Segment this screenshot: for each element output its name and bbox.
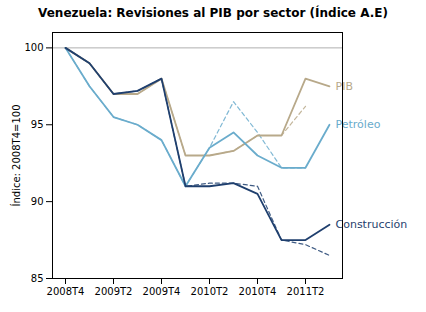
svg-text:Índice: 2008T4=100: Índice: 2008T4=100: [10, 105, 22, 207]
svg-text:Petróleo: Petróleo: [335, 118, 381, 132]
svg-text:2009T2: 2009T2: [95, 286, 133, 297]
html-text:Venezuela: Revisiones al PIB p: Venezuela: Revisiones al PIB por sector …: [38, 6, 388, 20]
svg-text:2011T2: 2011T2: [287, 286, 325, 297]
svg-text:90: 90: [31, 196, 44, 207]
svg-text:2010T2: 2010T2: [191, 286, 229, 297]
svg-text:PIB: PIB: [336, 80, 353, 93]
svg-text:100: 100: [24, 42, 43, 53]
svg-text:2009T4: 2009T4: [143, 286, 181, 297]
svg-text:2010T4: 2010T4: [239, 286, 277, 297]
svg-text:85: 85: [31, 273, 44, 284]
svg-text:95: 95: [31, 119, 44, 130]
svg-text:2008T4: 2008T4: [47, 286, 85, 297]
svg-text:Construcción: Construcción: [336, 218, 408, 231]
